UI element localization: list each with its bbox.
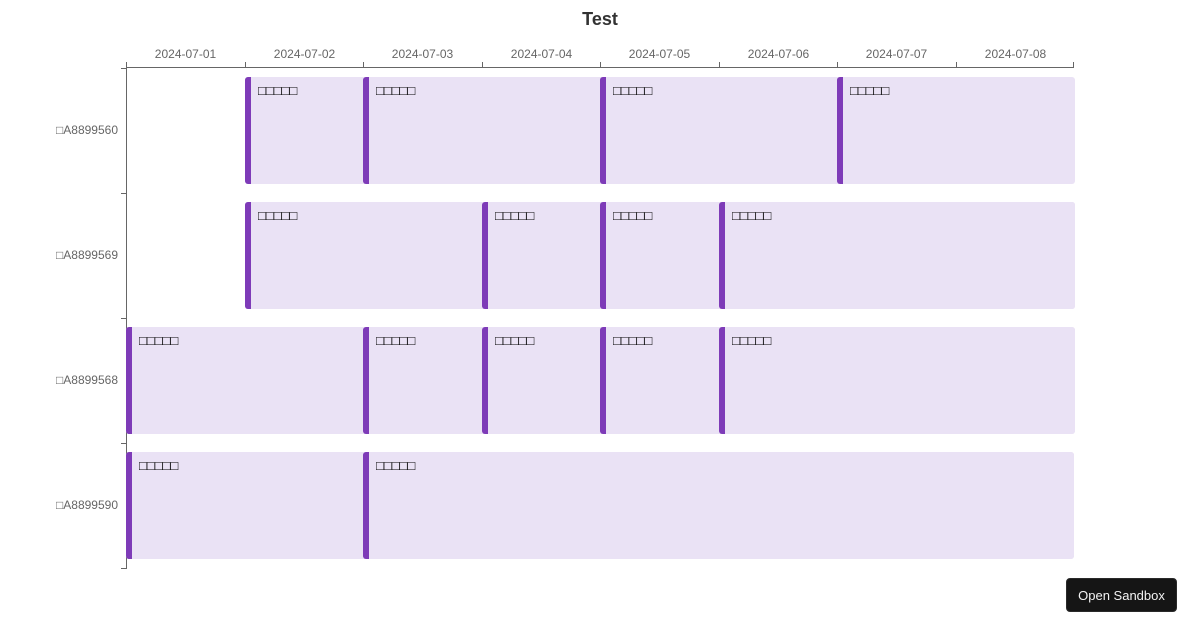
- x-tick-label: 2024-07-08: [984, 47, 1047, 61]
- task-label: □□□□□: [850, 83, 890, 98]
- y-tick: [121, 193, 127, 194]
- task-bar-accent: [837, 77, 843, 184]
- task-bar-accent: [126, 327, 132, 434]
- task-label: □□□□□: [732, 208, 772, 223]
- task-bar-accent: [482, 202, 488, 309]
- x-tick: [956, 62, 957, 68]
- x-tick-label: 2024-07-02: [273, 47, 336, 61]
- x-tick: [837, 62, 838, 68]
- task-bar-accent: [363, 452, 369, 559]
- y-tick: [121, 443, 127, 444]
- task-label: □□□□□: [258, 83, 298, 98]
- y-tick: [121, 68, 127, 69]
- task-label: □□□□□: [139, 333, 179, 348]
- x-tick: [719, 62, 720, 68]
- task-bar-accent: [719, 202, 725, 309]
- task-bar-accent: [482, 327, 488, 434]
- task-label: □□□□□: [258, 208, 298, 223]
- task-bar[interactable]: □□□□□: [719, 327, 1075, 434]
- y-tick: [121, 318, 127, 319]
- x-tick-label: 2024-07-03: [391, 47, 454, 61]
- x-tick-label: 2024-07-05: [628, 47, 691, 61]
- open-sandbox-button[interactable]: Open Sandbox: [1066, 578, 1177, 612]
- y-row-label: □A8899568: [56, 372, 118, 387]
- task-bar-accent: [600, 77, 606, 184]
- task-label: □□□□□: [376, 83, 416, 98]
- x-tick-label: 2024-07-07: [865, 47, 928, 61]
- task-bar[interactable]: □□□□□: [363, 452, 1074, 559]
- task-bar-accent: [363, 77, 369, 184]
- x-tick: [1073, 62, 1074, 68]
- task-bar-accent: [600, 327, 606, 434]
- task-bar-accent: [363, 327, 369, 434]
- task-bar[interactable]: □□□□□: [719, 202, 1075, 309]
- x-tick-label: 2024-07-04: [510, 47, 573, 61]
- task-bar-accent: [719, 327, 725, 434]
- x-tick-label: 2024-07-06: [747, 47, 810, 61]
- task-label: □□□□□: [732, 333, 772, 348]
- task-label: □□□□□: [376, 458, 416, 473]
- task-label: □□□□□: [613, 333, 653, 348]
- task-label: □□□□□: [613, 83, 653, 98]
- y-row-label: □A8899590: [56, 497, 118, 512]
- x-tick: [245, 62, 246, 68]
- x-tick: [482, 62, 483, 68]
- y-row-label: □A8899560: [56, 122, 118, 137]
- task-label: □□□□□: [613, 208, 653, 223]
- task-label: □□□□□: [495, 208, 535, 223]
- task-label: □□□□□: [376, 333, 416, 348]
- x-tick: [363, 62, 364, 68]
- x-tick: [126, 62, 127, 68]
- task-bar-accent: [245, 202, 251, 309]
- task-label: □□□□□: [139, 458, 179, 473]
- y-row-label: □A8899569: [56, 247, 118, 262]
- x-tick: [600, 62, 601, 68]
- y-tick: [121, 568, 127, 569]
- task-bar[interactable]: □□□□□: [837, 77, 1074, 184]
- task-bar-accent: [245, 77, 251, 184]
- chart-title: Test: [582, 9, 618, 29]
- task-label: □□□□□: [495, 333, 535, 348]
- task-bar-accent: [126, 452, 132, 559]
- task-bar-accent: [600, 202, 606, 309]
- x-tick-label: 2024-07-01: [154, 47, 217, 61]
